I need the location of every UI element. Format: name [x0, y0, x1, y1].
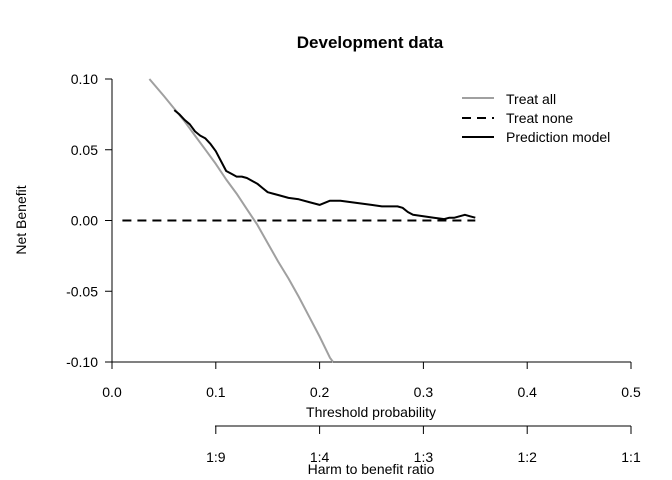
- x-tick-group: 0.0 0.1 0.2 0.3 0.4 0.5: [102, 362, 641, 400]
- x-tick-label: 0.0: [102, 384, 122, 400]
- x-tick-label: 0.4: [517, 384, 537, 400]
- x-tick-label: 0.1: [206, 384, 226, 400]
- treat-all-line: [148, 78, 334, 363]
- y-tick-group: -0.10 -0.05 0.00 0.05 0.10: [66, 71, 112, 370]
- y-tick-label: -0.05: [66, 283, 98, 299]
- secondary-axis-label: Harm to benefit ratio: [308, 461, 435, 477]
- secondary-tick-label: 1:4: [310, 449, 330, 465]
- secondary-tick-label: 1:1: [621, 449, 641, 465]
- secondary-axis: 1:9 1:4 1:3 1:2 1:1: [206, 425, 641, 465]
- y-tick-label: 0.00: [71, 213, 98, 229]
- y-tick-label: -0.10: [66, 354, 98, 370]
- secondary-tick-label: 1:3: [414, 449, 434, 465]
- x-axis: 0.0 0.1 0.2 0.3 0.4 0.5: [102, 361, 641, 400]
- y-axis: -0.10 -0.05 0.00 0.05 0.10: [66, 71, 113, 370]
- y-tick-label: 0.05: [71, 142, 98, 158]
- chart-title: Development data: [297, 33, 444, 52]
- secondary-tick-label: 1:2: [517, 449, 537, 465]
- x-tick-label: 0.3: [414, 384, 434, 400]
- secondary-tick-group: 1:9 1:4 1:3 1:2 1:1: [206, 426, 641, 465]
- x-tick-label: 0.2: [310, 384, 330, 400]
- x-tick-label: 0.5: [621, 384, 641, 400]
- y-axis-label: Net Benefit: [13, 185, 29, 254]
- legend-label-prediction-model: Prediction model: [506, 129, 610, 145]
- x-axis-label: Threshold probability: [306, 404, 436, 420]
- secondary-tick-label: 1:9: [206, 449, 226, 465]
- legend: Treat all Treat none Prediction model: [462, 91, 610, 145]
- y-tick-label: 0.10: [71, 71, 98, 87]
- legend-label-treat-none: Treat none: [506, 110, 573, 126]
- series-group: [122, 78, 476, 363]
- prediction-model-line: [173, 109, 476, 221]
- legend-label-treat-all: Treat all: [506, 91, 556, 107]
